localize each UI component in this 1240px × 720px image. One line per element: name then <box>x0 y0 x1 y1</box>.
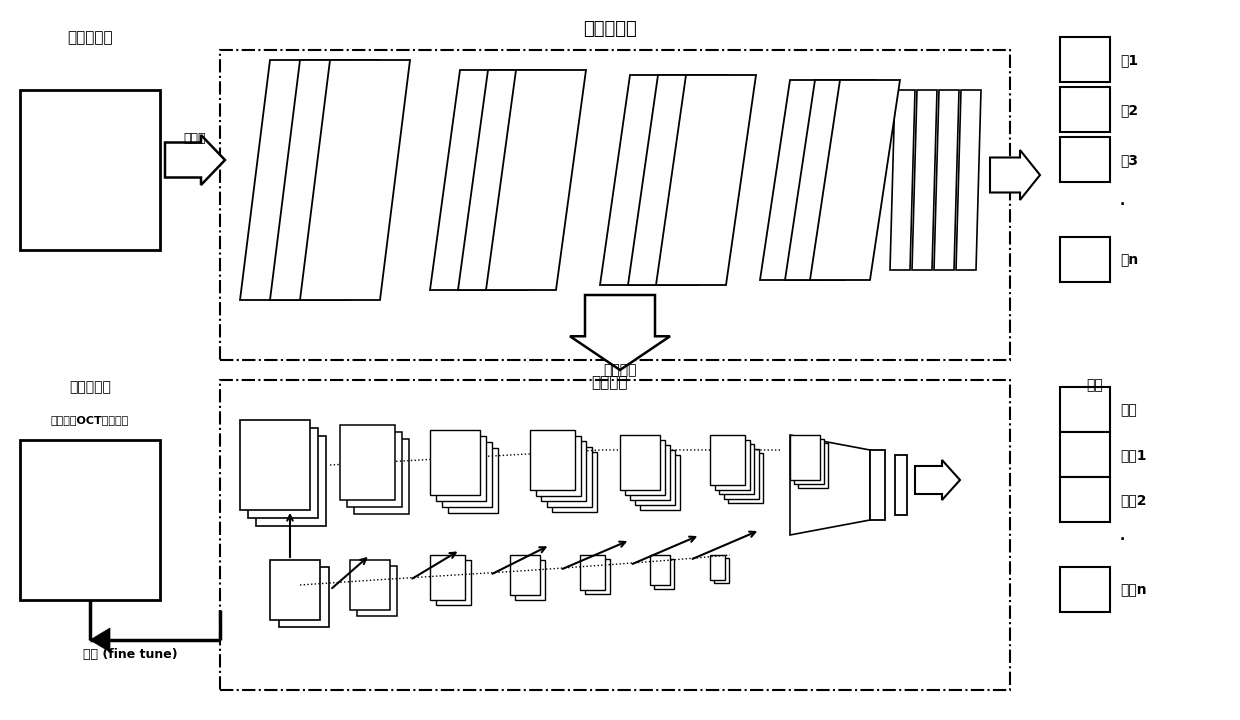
Bar <box>357 566 397 616</box>
Bar <box>430 430 480 495</box>
Bar <box>799 443 828 488</box>
Bar <box>584 559 610 594</box>
Bar <box>711 435 745 485</box>
Bar <box>723 449 759 498</box>
Bar <box>711 555 725 580</box>
Bar <box>515 559 546 600</box>
Bar <box>255 436 326 526</box>
Bar <box>552 452 596 512</box>
Bar <box>728 453 763 503</box>
Bar <box>650 555 670 585</box>
Polygon shape <box>165 135 224 185</box>
Bar <box>1060 237 1110 282</box>
Text: 类2: 类2 <box>1120 103 1138 117</box>
Text: 目标数据集: 目标数据集 <box>69 380 110 394</box>
Bar <box>580 555 605 590</box>
Text: ·: · <box>1120 198 1125 212</box>
Text: 类1: 类1 <box>1120 53 1138 67</box>
Polygon shape <box>570 295 670 370</box>
Bar <box>635 450 675 505</box>
Text: 类3: 类3 <box>1120 153 1138 167</box>
Bar <box>248 428 317 518</box>
Bar <box>790 435 820 480</box>
Text: 预训练: 预训练 <box>184 132 206 145</box>
Bar <box>870 450 885 520</box>
Text: 目标网络: 目标网络 <box>591 375 629 390</box>
Bar <box>436 436 486 501</box>
Bar <box>802 447 832 492</box>
Polygon shape <box>486 70 587 290</box>
Polygon shape <box>956 90 981 270</box>
Polygon shape <box>627 75 728 285</box>
Polygon shape <box>760 80 849 280</box>
Bar <box>653 559 675 588</box>
Bar <box>536 436 580 495</box>
Bar <box>1060 87 1110 132</box>
Bar <box>625 440 665 495</box>
Bar <box>1060 477 1110 522</box>
Bar <box>895 455 906 515</box>
Bar <box>1060 432 1110 477</box>
Bar <box>279 567 329 627</box>
Bar <box>441 442 492 507</box>
Text: 预训练网络: 预训练网络 <box>583 20 637 38</box>
Bar <box>640 455 680 510</box>
Bar <box>794 439 825 484</box>
Bar <box>630 445 670 500</box>
Bar <box>1060 137 1110 182</box>
Bar <box>541 441 587 501</box>
Bar <box>1060 387 1110 432</box>
Bar <box>219 50 1011 360</box>
Polygon shape <box>656 75 756 285</box>
Bar <box>713 558 729 583</box>
Polygon shape <box>241 60 350 300</box>
Text: 正常: 正常 <box>1120 403 1137 417</box>
Text: 类n: 类n <box>1120 253 1138 267</box>
Polygon shape <box>458 70 558 290</box>
Bar <box>1060 37 1110 82</box>
Polygon shape <box>915 460 960 500</box>
Bar <box>448 448 498 513</box>
Bar <box>1060 567 1110 612</box>
Bar <box>714 439 749 490</box>
Polygon shape <box>790 435 870 535</box>
Bar <box>20 90 160 250</box>
Bar <box>219 380 1011 690</box>
Polygon shape <box>890 90 915 270</box>
Text: 病变1: 病变1 <box>1120 448 1147 462</box>
Bar <box>353 439 409 514</box>
Polygon shape <box>990 150 1040 200</box>
Polygon shape <box>270 60 379 300</box>
Bar <box>20 440 160 600</box>
Polygon shape <box>810 80 900 280</box>
Polygon shape <box>91 628 110 652</box>
Bar <box>620 435 660 490</box>
Bar <box>241 420 310 510</box>
Polygon shape <box>934 90 959 270</box>
Bar <box>350 560 391 610</box>
Polygon shape <box>911 90 937 270</box>
Bar <box>347 432 402 507</box>
Bar <box>436 560 471 605</box>
Bar <box>510 555 539 595</box>
Bar <box>270 560 320 620</box>
Bar <box>340 425 396 500</box>
Bar <box>529 430 575 490</box>
Text: 病变n: 病变n <box>1120 583 1147 597</box>
Text: ·: · <box>1120 533 1125 547</box>
Bar <box>719 444 754 494</box>
Text: 微调 (fine tune): 微调 (fine tune) <box>83 649 177 662</box>
Text: （视网膜OCT图像集）: （视网膜OCT图像集） <box>51 415 129 425</box>
Polygon shape <box>300 60 410 300</box>
Text: 病变2: 病变2 <box>1120 493 1147 507</box>
Text: 自然数据集: 自然数据集 <box>67 30 113 45</box>
Polygon shape <box>600 75 701 285</box>
Text: 输出: 输出 <box>1086 378 1104 392</box>
Polygon shape <box>785 80 875 280</box>
Polygon shape <box>430 70 529 290</box>
Bar <box>430 555 465 600</box>
Bar <box>547 446 591 506</box>
Text: 迁移参数: 迁移参数 <box>603 363 637 377</box>
